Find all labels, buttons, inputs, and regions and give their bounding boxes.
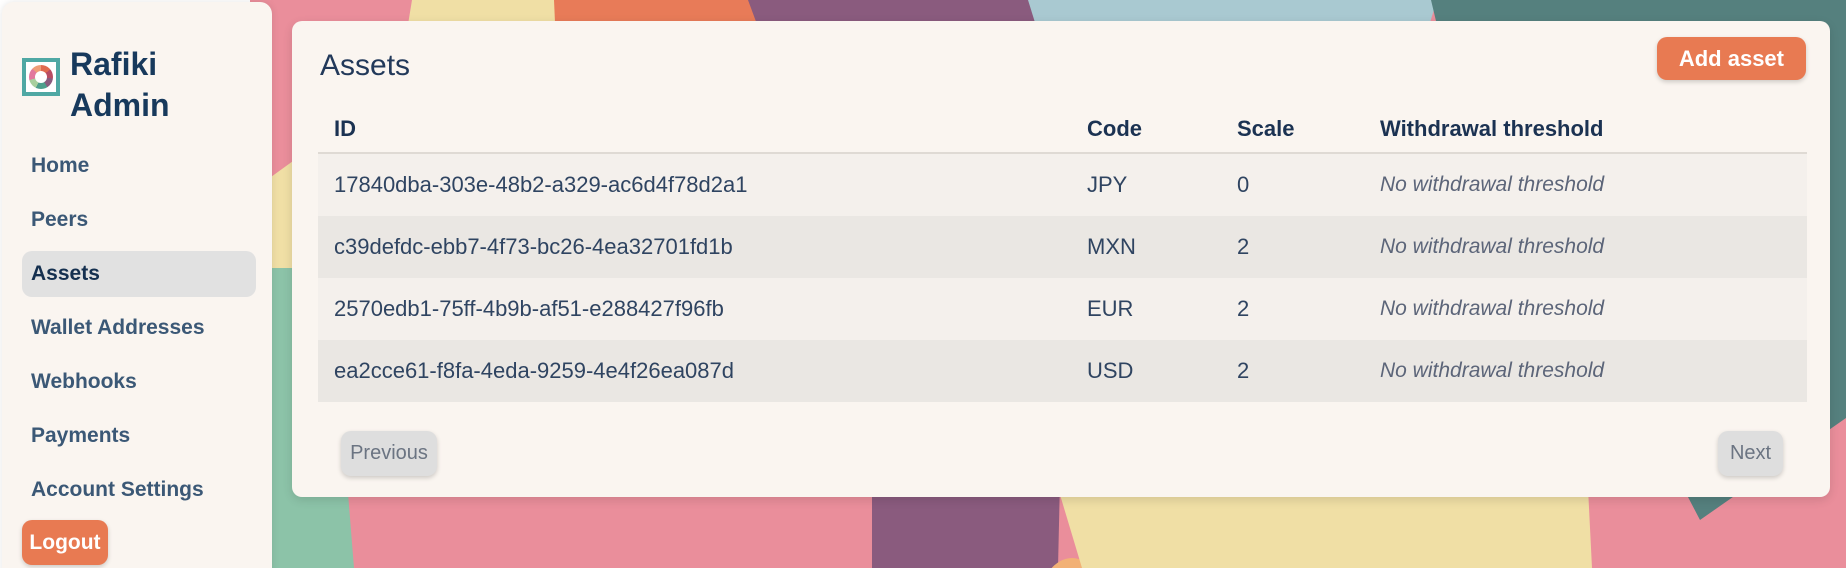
table-body: 17840dba-303e-48b2-a329-ac6d4f78d2a1 JPY 0… bbox=[318, 154, 1807, 402]
cell-scale: 2 bbox=[1237, 296, 1250, 321]
previous-page-button[interactable]: Previous bbox=[341, 431, 437, 476]
sidebar-item-webhooks[interactable]: Webhooks bbox=[31, 370, 137, 393]
table-row[interactable]: ea2cce61-f8fa-4eda-9259-4e4f26ea087d USD 2… bbox=[318, 340, 1807, 402]
page-title: Assets bbox=[320, 49, 411, 82]
cell-code: EUR bbox=[1087, 296, 1134, 321]
add-asset-button[interactable]: Add asset bbox=[1656, 37, 1806, 80]
cell-code: USD bbox=[1087, 358, 1134, 383]
cell-scale: 0 bbox=[1237, 172, 1250, 197]
brand: Rafiki Admin bbox=[22, 46, 200, 126]
cell-id: 2570edb1-75ff-4b9b-af51-e288427f96fb bbox=[334, 296, 724, 321]
column-header-code: Code bbox=[1087, 116, 1142, 141]
cell-id: ea2cce61-f8fa-4eda-9259-4e4f26ea087d bbox=[334, 358, 734, 383]
sidebar-item-payments[interactable]: Payments bbox=[31, 424, 131, 447]
sidebar-item-wallet-addresses[interactable]: Wallet Addresses bbox=[31, 316, 205, 339]
cell-scale: 2 bbox=[1237, 358, 1250, 383]
table-row[interactable]: 2570edb1-75ff-4b9b-af51-e288427f96fb EUR 2… bbox=[318, 278, 1807, 340]
cell-withdrawal-threshold: No withdrawal threshold bbox=[1380, 359, 1605, 382]
sidebar-item-home[interactable]: Home bbox=[31, 154, 90, 177]
rafiki-ring-icon bbox=[29, 65, 53, 89]
table-header-row: ID Code Scale Withdrawal threshold bbox=[318, 106, 1807, 154]
sidebar-nav: Home Peers Assets Wallet Addresses Webhooks P… bbox=[22, 143, 256, 521]
cell-code: JPY bbox=[1087, 172, 1128, 197]
cell-withdrawal-threshold: No withdrawal threshold bbox=[1380, 235, 1605, 258]
assets-table: ID Code Scale Withdrawal threshold 17840… bbox=[318, 106, 1807, 402]
sidebar: Rafiki Admin Home Peers Assets Wallet Addre… bbox=[2, 2, 272, 568]
column-header-threshold: Withdrawal threshold bbox=[1380, 116, 1604, 141]
logout-button[interactable]: Logout bbox=[22, 520, 108, 565]
sidebar-item-account-settings[interactable]: Account Settings bbox=[31, 478, 204, 501]
cell-code: MXN bbox=[1087, 234, 1136, 259]
column-header-id: ID bbox=[334, 116, 356, 141]
cell-id: c39defdc-ebb7-4f73-bc26-4ea32701fd1b bbox=[334, 234, 733, 259]
rafiki-logo-icon bbox=[22, 58, 60, 96]
cell-id: 17840dba-303e-48b2-a329-ac6d4f78d2a1 bbox=[334, 172, 748, 197]
table-row[interactable]: c39defdc-ebb7-4f73-bc26-4ea32701fd1b MXN 2… bbox=[318, 216, 1807, 278]
assets-card: Assets Add asset ID Code Scale Withdrawa… bbox=[292, 21, 1830, 497]
cell-withdrawal-threshold: No withdrawal threshold bbox=[1380, 173, 1605, 196]
cell-scale: 2 bbox=[1237, 234, 1250, 259]
table-row[interactable]: 17840dba-303e-48b2-a329-ac6d4f78d2a1 JPY 0… bbox=[318, 154, 1807, 216]
next-page-button[interactable]: Next bbox=[1718, 431, 1783, 476]
app-title: Rafiki Admin bbox=[70, 46, 170, 123]
sidebar-item-peers[interactable]: Peers bbox=[31, 208, 89, 231]
cell-withdrawal-threshold: No withdrawal threshold bbox=[1380, 297, 1605, 320]
column-header-scale: Scale bbox=[1237, 116, 1295, 141]
sidebar-item-assets[interactable]: Assets bbox=[22, 251, 256, 297]
